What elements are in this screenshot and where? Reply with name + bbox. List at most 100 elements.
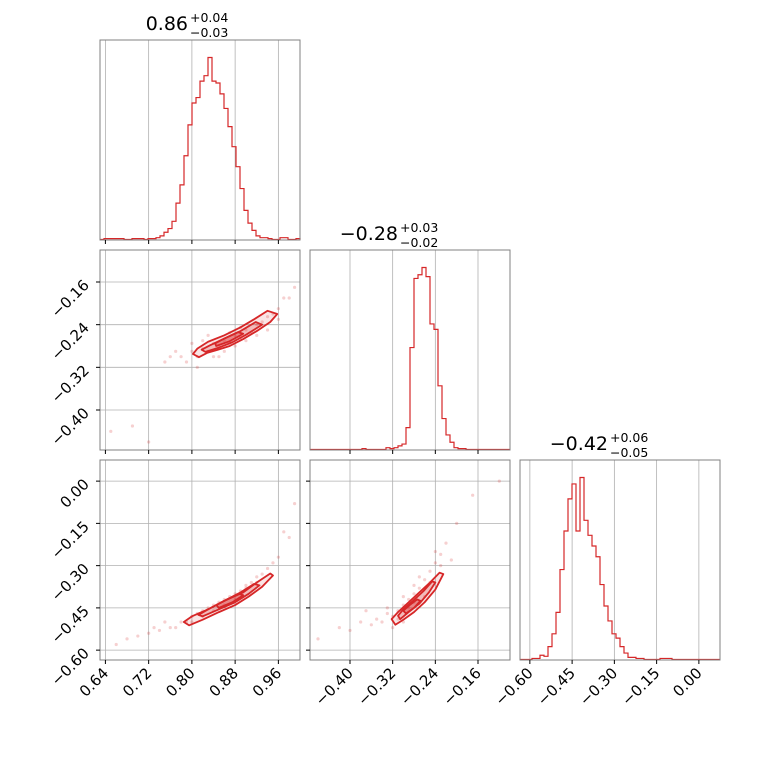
scatter-point [130,424,135,428]
scatter-point [125,637,129,641]
scatter-point [375,617,379,621]
scatter-point [471,493,475,497]
x-tick-label: 0.96 [249,664,285,700]
scatter-point [412,583,416,587]
scatter-point [190,620,194,624]
scatter-point [244,339,248,343]
y-tick-label: −0.15 [48,517,93,562]
panel-title-1: −0.28 [340,223,398,245]
scatter-point [276,317,280,321]
scatter-point [201,339,205,343]
scatter-point [439,552,443,556]
scatter-point [348,628,352,633]
scatter-point [249,580,253,585]
scatter-point [385,611,389,616]
panel-1-0 [100,250,300,450]
scatter-point [316,637,320,641]
scatter-point [244,583,248,587]
x-tick-label: −0.40 [312,664,357,709]
histogram-step-0 [100,56,301,241]
title-upper-error: +0.04 [190,10,228,25]
panel-background [100,40,300,240]
scatter-point [211,355,216,359]
panel-border [519,459,721,661]
y-tick-label: −0.45 [48,602,93,647]
scatter-point [359,620,363,624]
scatter-point [136,634,140,638]
scatter-point [174,349,178,353]
scatter-point [147,440,151,444]
scatter-point [412,592,416,596]
panel-border [99,459,301,661]
scatter-point [255,323,259,327]
scatter-point [433,561,437,565]
contour-level-2 [215,592,245,609]
panel-background [310,460,510,660]
title-upper-error: +0.03 [400,220,438,235]
scatter-point [179,355,183,359]
panel-border [99,39,301,241]
panel-border [309,459,511,661]
scatter-point [147,631,151,635]
scatter-point [428,569,432,573]
scatter-point [206,333,210,337]
scatter-point [282,296,286,300]
scatter-point [168,626,172,630]
scatter-point [195,365,199,369]
scatter-point [163,360,167,364]
x-tick-label: 0.64 [76,664,112,700]
scatter-point [276,307,280,311]
x-tick-label: 0.80 [162,664,198,700]
panel-2-1 [310,460,510,660]
scatter-point [233,344,237,348]
scatter-point [369,623,373,627]
scatter-point [287,535,291,540]
scatter-point [271,561,275,565]
scatter-point [265,566,270,571]
scatter-point [114,642,118,647]
scatter-point [433,549,437,554]
title-lower-error: −0.02 [400,235,438,250]
scatter-point [401,595,405,599]
x-tick-label: −0.32 [354,664,399,709]
scatter-point [385,606,389,610]
scatter-point [423,578,427,582]
scatter-point [417,575,421,579]
contour-level-2 [402,598,422,615]
panel-background [520,460,720,660]
title-lower-error: −0.05 [610,445,648,460]
panel-background [100,250,300,450]
scatter-point [168,355,172,359]
y-tick-label: −0.24 [48,319,93,364]
scatter-point [337,626,341,630]
x-tick-label: 0.88 [206,664,242,700]
scatter-point [497,479,501,483]
panel-border [99,249,301,451]
scatter-point [380,620,384,624]
scatter-point [109,429,113,433]
scatter-point [174,626,178,630]
y-tick-label: 0.00 [56,475,92,511]
contour-level-2 [214,331,245,347]
y-tick-label: −0.16 [48,276,93,321]
x-tick-label: −0.60 [491,664,536,709]
scatter-point [260,320,264,324]
y-tick-label: −0.32 [48,361,93,406]
scatter-point [152,626,156,630]
panel-title-2: −0.42 [550,433,608,455]
x-tick-label: −0.16 [440,664,485,709]
panel-title-0: 0.86 [146,13,188,35]
scatter-point [255,575,259,579]
x-tick-label: 0.72 [119,664,155,700]
scatter-point [260,572,264,576]
scatter-point [217,355,221,359]
title-upper-error: +0.06 [610,430,648,445]
panel-2-0 [100,460,300,660]
contour-level-1 [197,583,261,618]
scatter-point [292,285,297,289]
contour-level-1 [200,321,264,353]
scatter-point [417,586,421,590]
scatter-point [163,620,167,624]
scatter-point [455,521,459,525]
